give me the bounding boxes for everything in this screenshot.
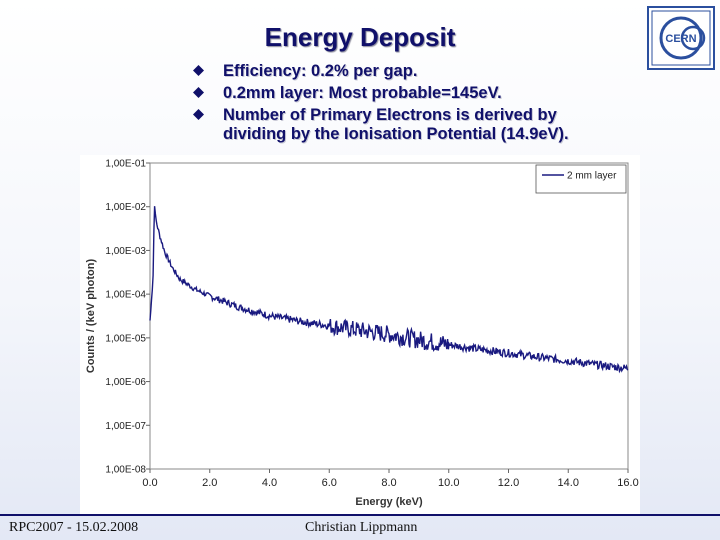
y-tick-label: 1,00E-03 bbox=[105, 246, 146, 257]
bullet-item: 0.2mm layer: Most probable=145eV. bbox=[193, 84, 623, 103]
x-tick-label: 0.0 bbox=[142, 477, 157, 489]
bullet-item: Efficiency: 0.2% per gap. bbox=[193, 62, 623, 81]
y-tick-label: 1,00E-02 bbox=[105, 202, 146, 213]
slide-title: Energy Deposit bbox=[264, 22, 456, 52]
x-tick-label: 4.0 bbox=[262, 477, 277, 489]
series-layer bbox=[149, 206, 629, 374]
diamond-bullet-icon bbox=[193, 65, 204, 76]
y-tick-label: 1,00E-05 bbox=[105, 333, 146, 344]
series-line-0 bbox=[149, 206, 629, 374]
x-tick-label: 14.0 bbox=[558, 477, 579, 489]
x-tick-label: 12.0 bbox=[498, 477, 519, 489]
x-tick-label: 16.0 bbox=[617, 477, 638, 489]
y-tick-label: 1,00E-06 bbox=[105, 377, 146, 388]
bullet-text: Efficiency: 0.2% per gap. bbox=[223, 62, 418, 80]
footer-divider bbox=[0, 514, 720, 516]
plot-area bbox=[149, 162, 629, 470]
x-tick-label: 8.0 bbox=[381, 477, 396, 489]
cern-logo-icon: CERN bbox=[647, 6, 715, 70]
y-tick-label: 1,00E-08 bbox=[105, 465, 146, 476]
x-axis-ticks: 0.0 2.0 4.0 6.0 8.0 10.0 12.0 14.0 16.0 bbox=[142, 469, 639, 489]
legend-box bbox=[535, 164, 627, 194]
bullet-text: 0.2mm layer: Most probable=145eV. bbox=[223, 84, 502, 102]
y-tick-label: 1,00E-07 bbox=[105, 421, 146, 432]
footer-author: Christian Lippmann bbox=[305, 520, 418, 535]
energy-deposit-chart: 1,00E-08 1,00E-07 1,00E-06 1,00E-05 1,00E-04… bbox=[80, 155, 640, 515]
y-tick-label: 1,00E-01 bbox=[105, 159, 146, 170]
legend-label: 2 mm layer bbox=[567, 171, 617, 182]
bullet-item: Number of Primary Electrons is derived b… bbox=[193, 106, 623, 144]
y-tick-label: 1,00E-04 bbox=[105, 290, 146, 301]
x-tick-label: 2.0 bbox=[202, 477, 217, 489]
chart-svg: 1,00E-08 1,00E-07 1,00E-06 1,00E-05 1,00E-04… bbox=[85, 159, 639, 509]
diamond-bullet-icon bbox=[193, 87, 204, 98]
bullet-text: Number of Primary Electrons is derived b… bbox=[223, 106, 569, 143]
x-axis-label: Energy (keV) bbox=[355, 496, 423, 508]
y-axis-label: Counts / (keV photon) bbox=[85, 259, 97, 374]
x-tick-label: 6.0 bbox=[322, 477, 337, 489]
x-tick-label: 10.0 bbox=[438, 477, 459, 489]
logo-text: CERN bbox=[665, 33, 696, 45]
y-axis-ticks: 1,00E-08 1,00E-07 1,00E-06 1,00E-05 1,00E-04… bbox=[105, 159, 150, 476]
bullet-list: Efficiency: 0.2% per gap. 0.2mm layer: M… bbox=[193, 62, 623, 147]
diamond-bullet-icon bbox=[193, 109, 204, 120]
footer-conference: RPC2007 - 15.02.2008 bbox=[9, 520, 139, 535]
chart-legend: 2 mm layer bbox=[535, 164, 627, 194]
